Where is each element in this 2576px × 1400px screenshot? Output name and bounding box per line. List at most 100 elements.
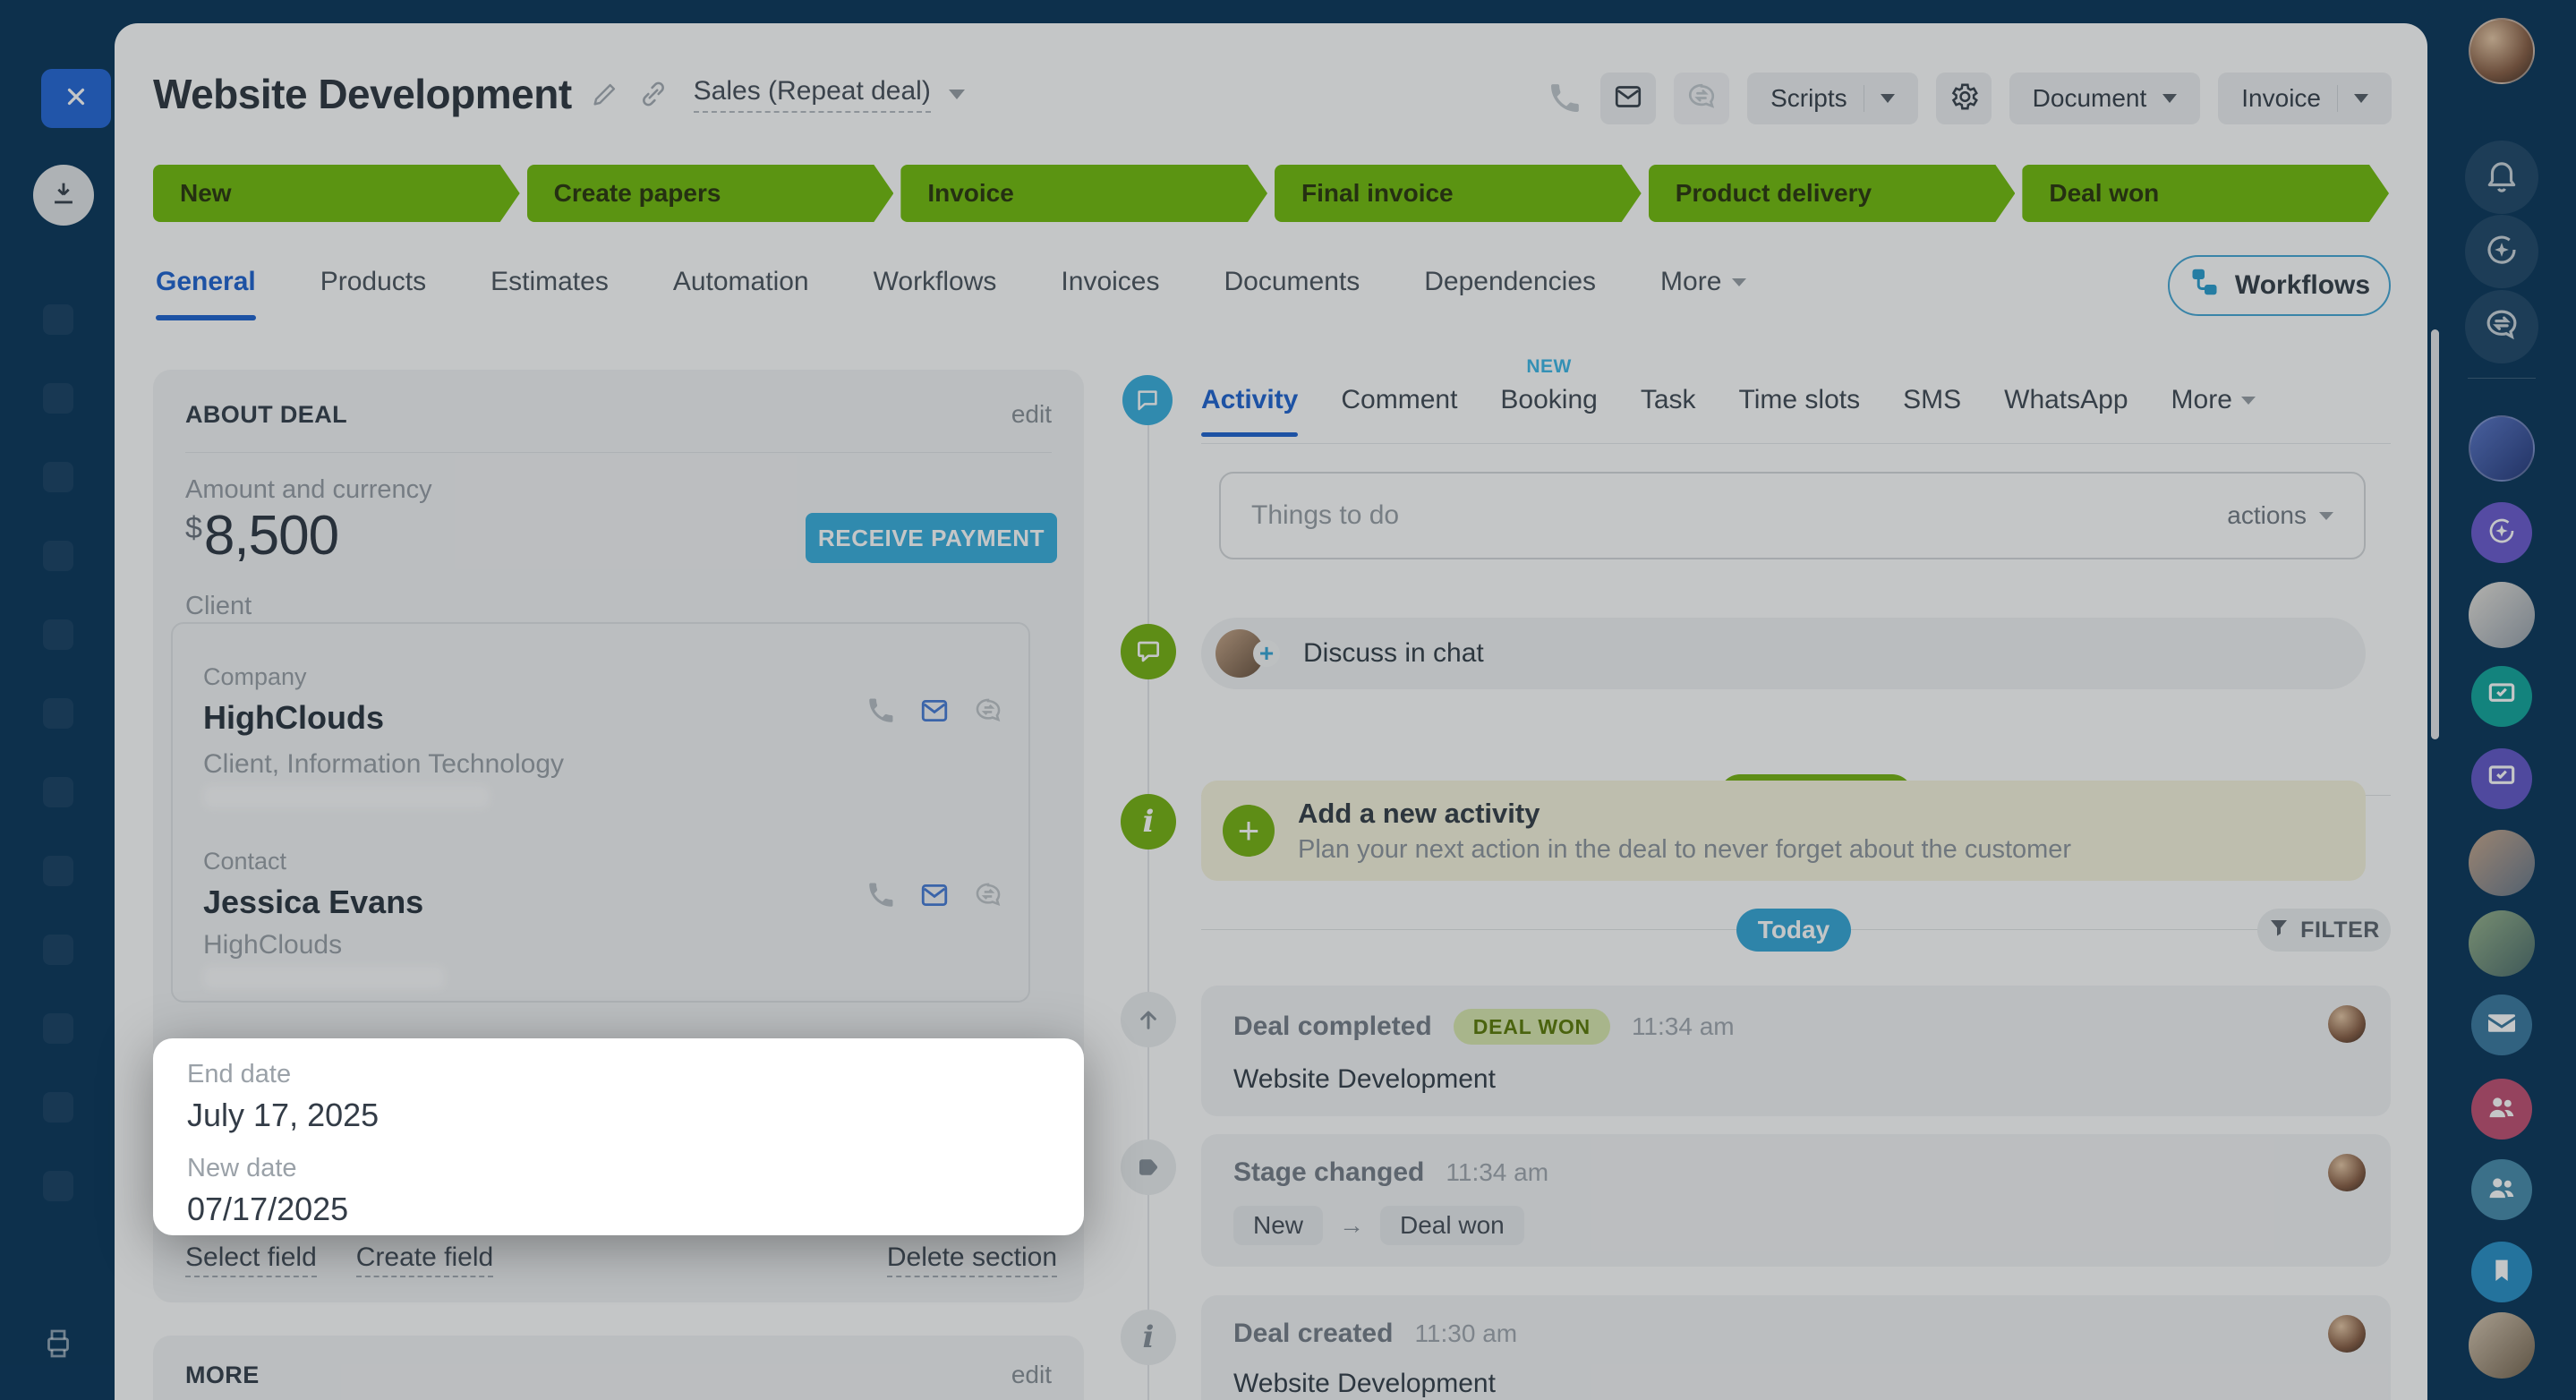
- sidebar-item[interactable]: [43, 541, 73, 571]
- tab-automation[interactable]: Automation: [672, 267, 809, 296]
- tab-whatsapp[interactable]: WhatsApp: [2004, 385, 2128, 414]
- chat-company-icon[interactable]: [973, 696, 1003, 730]
- chat-button[interactable]: [1674, 73, 1730, 124]
- tab-workflows[interactable]: Workflows: [873, 267, 997, 296]
- contact-label: Contact: [203, 848, 287, 875]
- crm-app-button[interactable]: [2471, 1159, 2532, 1220]
- tab-invoices[interactable]: Invoices: [1061, 267, 1160, 296]
- sidebar-item[interactable]: [43, 777, 73, 807]
- printer-icon[interactable]: [39, 1325, 77, 1362]
- sidebar-item[interactable]: [43, 856, 73, 886]
- sidebar-item[interactable]: [43, 1092, 73, 1123]
- tab-sms[interactable]: SMS: [1903, 385, 1962, 414]
- tab-more[interactable]: More: [1660, 267, 1747, 320]
- to-stage-pill: Deal won: [1380, 1206, 1524, 1245]
- avatar[interactable]: [2469, 1312, 2535, 1379]
- email-company-icon[interactable]: [919, 696, 950, 730]
- sidebar-item[interactable]: [43, 619, 73, 650]
- actions-label: actions: [2227, 501, 2307, 529]
- tab-task[interactable]: Task: [1640, 385, 1696, 414]
- tab-estimates[interactable]: Estimates: [490, 267, 609, 296]
- chevron-down-icon[interactable]: [1880, 94, 1895, 103]
- tab-products[interactable]: Products: [320, 267, 427, 296]
- bookmarks-button[interactable]: [2471, 1242, 2532, 1302]
- settings-button[interactable]: [1935, 73, 1992, 124]
- new-date-value[interactable]: 07/17/2025: [187, 1191, 349, 1227]
- edit-title-icon[interactable]: [590, 79, 620, 109]
- email-button[interactable]: [1600, 73, 1657, 124]
- notifications-button[interactable]: [2465, 141, 2538, 214]
- ai-assistant-button[interactable]: [2465, 215, 2538, 288]
- sidebar-item[interactable]: [43, 462, 73, 492]
- stage-new[interactable]: New: [153, 165, 520, 222]
- chat-contact-icon[interactable]: [973, 880, 1003, 915]
- chevron-down-icon: [1732, 277, 1747, 286]
- sidebar-item[interactable]: [43, 1013, 73, 1044]
- copy-link-icon[interactable]: [638, 79, 669, 109]
- todo-input[interactable]: [1251, 500, 2228, 531]
- minimized-window-button[interactable]: [33, 165, 94, 226]
- deal-link[interactable]: Website Development: [1233, 1369, 1496, 1398]
- contacts-app-button[interactable]: [2471, 1079, 2532, 1140]
- plus-icon[interactable]: +: [1253, 639, 1280, 667]
- edit-more-link[interactable]: edit: [1011, 1361, 1052, 1388]
- receive-payment-button[interactable]: RECEIVE PAYMENT: [806, 513, 1057, 563]
- team-avatar[interactable]: [2469, 830, 2535, 896]
- scripts-button[interactable]: Scripts: [1747, 73, 1918, 124]
- tab-general[interactable]: General: [156, 267, 256, 320]
- company-name[interactable]: HighClouds: [203, 699, 384, 736]
- avatar[interactable]: [2469, 582, 2535, 648]
- workflows-button[interactable]: Workflows: [2168, 255, 2391, 316]
- tab-dependencies[interactable]: Dependencies: [1424, 267, 1597, 296]
- deal-link[interactable]: Website Development: [1233, 1064, 1496, 1094]
- mail-app-button[interactable]: [2471, 995, 2532, 1055]
- stage-final-invoice[interactable]: Final invoice: [1275, 165, 1642, 222]
- edit-about-link[interactable]: edit: [1011, 400, 1052, 428]
- tasks-app-button-alt[interactable]: [2471, 748, 2532, 809]
- scrollbar[interactable]: [2431, 329, 2439, 739]
- actions-dropdown[interactable]: actions: [2227, 501, 2333, 530]
- tab-activity-more[interactable]: More: [2171, 385, 2256, 437]
- chevron-down-icon[interactable]: [2162, 94, 2178, 103]
- ai-sparkle-button[interactable]: [2471, 502, 2532, 563]
- sidebar-item[interactable]: [43, 935, 73, 965]
- tab-time-slots[interactable]: Time slots: [1738, 385, 1861, 414]
- discuss-in-chat-button[interactable]: + Discuss in chat: [1201, 618, 2366, 689]
- invoice-button[interactable]: Invoice: [2218, 73, 2392, 124]
- divider: [1201, 443, 2391, 444]
- create-field-link[interactable]: Create field: [355, 1242, 494, 1277]
- call-company-icon[interactable]: [866, 696, 896, 730]
- add-activity-card[interactable]: + Add a new activity Plan your next acti…: [1201, 781, 2366, 881]
- select-field-link[interactable]: Select field: [185, 1242, 317, 1277]
- plus-icon[interactable]: +: [1223, 805, 1275, 857]
- stage-invoice[interactable]: Invoice: [900, 165, 1267, 222]
- call-contact-icon[interactable]: [866, 880, 896, 915]
- user-avatar[interactable]: [2469, 18, 2535, 84]
- end-date-value[interactable]: July 17, 2025: [187, 1097, 380, 1133]
- chevron-down-icon[interactable]: [2354, 94, 2368, 103]
- stage-deal-won[interactable]: Deal won: [2022, 165, 2389, 222]
- delete-section-link[interactable]: Delete section: [886, 1242, 1057, 1277]
- pipeline-selector[interactable]: Sales (Repeat deal): [693, 76, 931, 113]
- sidebar-item[interactable]: [43, 698, 73, 729]
- contact-name[interactable]: Jessica Evans: [203, 884, 424, 920]
- close-deal-button[interactable]: [41, 69, 111, 128]
- phone-icon[interactable]: [1547, 81, 1582, 116]
- deal-tabs: General Products Estimates Automation Wo…: [156, 267, 1747, 320]
- tab-activity[interactable]: Activity: [1201, 385, 1299, 437]
- email-contact-icon[interactable]: [919, 880, 950, 915]
- avatar[interactable]: [2469, 415, 2535, 482]
- sidebar-item[interactable]: [43, 1171, 73, 1201]
- messenger-button[interactable]: [2465, 290, 2538, 363]
- sidebar-item[interactable]: [43, 383, 73, 414]
- document-button[interactable]: Document: [2009, 73, 2201, 124]
- tab-booking[interactable]: NEW Booking: [1500, 356, 1597, 437]
- stage-product-delivery[interactable]: Product delivery: [1649, 165, 2016, 222]
- tab-comment[interactable]: Comment: [1341, 385, 1458, 414]
- stage-create-papers[interactable]: Create papers: [527, 165, 894, 222]
- avatar[interactable]: [2469, 910, 2535, 977]
- tasks-app-button[interactable]: [2471, 666, 2532, 727]
- tab-documents[interactable]: Documents: [1224, 267, 1361, 296]
- filter-button[interactable]: FILTER: [2257, 909, 2391, 952]
- sidebar-item[interactable]: [43, 304, 73, 335]
